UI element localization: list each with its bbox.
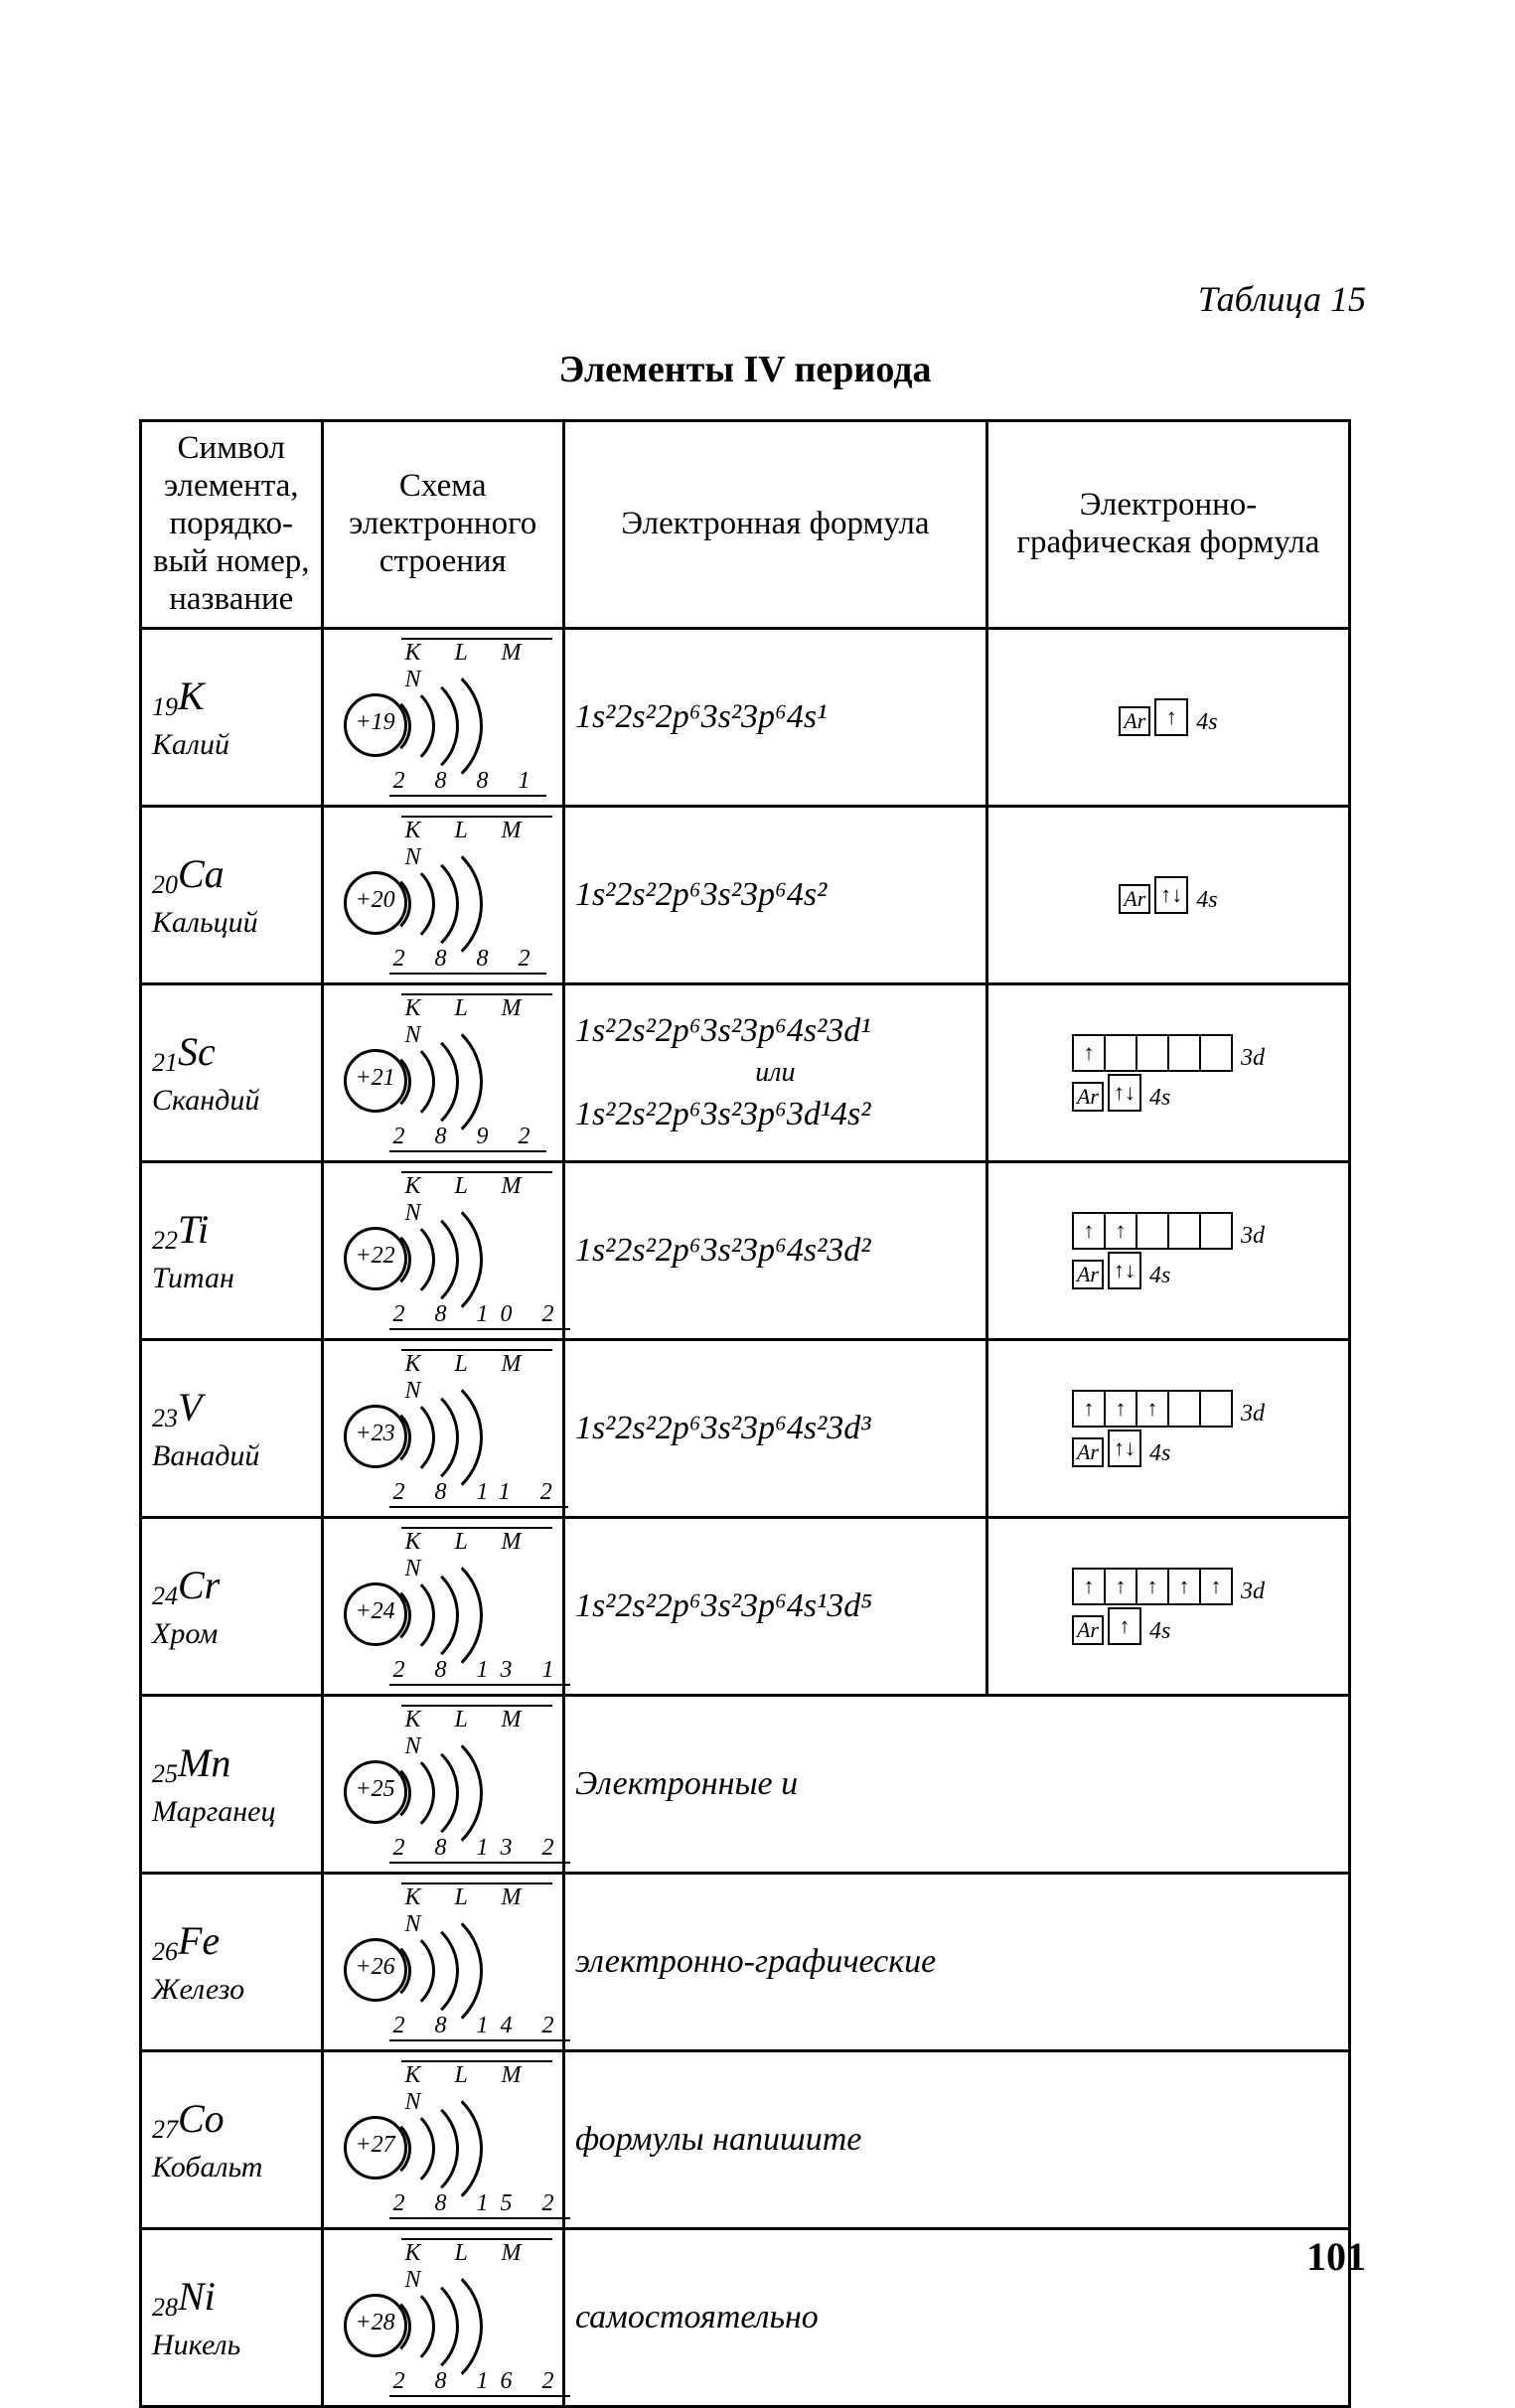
table-row: 19KКалий K L M N +19 2 8 8 1 1s²2s²2p⁶3s…: [141, 628, 1350, 806]
element-cell: 22TiТитан: [141, 1161, 323, 1339]
instruction-cell: Электронные и: [563, 1695, 1349, 1873]
electron-formula-cell: 1s²2s²2p⁶3s²3p⁶4s²3d³: [563, 1339, 986, 1517]
page-body: Элементы IV периода Символ элемен­та, по…: [139, 258, 1351, 2408]
shell-scheme-cell: K L M N +27 2 8 15 2: [322, 2050, 563, 2228]
element-cell: 28NiНикель: [141, 2228, 323, 2406]
shell-scheme-cell: K L M N +26 2 8 14 2: [322, 1873, 563, 2050]
table-row: 23VВанадий K L M N +23 2 8 11 2 1s²2s²2p…: [141, 1339, 1350, 1517]
th-graphic: Электронно-графическая формула: [986, 421, 1349, 629]
shell-scheme-cell: K L M N +25 2 8 13 2: [322, 1695, 563, 1873]
table-row: 25MnМарганец K L M N +25 2 8 13 2 Электр…: [141, 1695, 1350, 1873]
element-cell: 20CaКальций: [141, 806, 323, 983]
elements-table: Символ элемен­та, по­рядко­вый номер, на…: [139, 419, 1351, 2408]
shell-scheme-cell: K L M N +20 2 8 8 2: [322, 806, 563, 983]
table-row: 22TiТитан K L M N +22 2 8 10 2 1s²2s²2p⁶…: [141, 1161, 1350, 1339]
shell-scheme-cell: K L M N +23 2 8 11 2: [322, 1339, 563, 1517]
page-number: 101: [1306, 2233, 1366, 2280]
electron-formula-cell: 1s²2s²2p⁶3s²3p⁶4s²3d¹или1s²2s²2p⁶3s²3p⁶3…: [563, 983, 986, 1161]
element-cell: 19KКалий: [141, 628, 323, 806]
shell-scheme-cell: K L M N +28 2 8 16 2: [322, 2228, 563, 2406]
element-cell: 23VВанадий: [141, 1339, 323, 1517]
instruction-cell: электронно-графические: [563, 1873, 1349, 2050]
element-cell: 26FeЖелезо: [141, 1873, 323, 2050]
electron-formula-cell: 1s²2s²2p⁶3s²3p⁶4s¹3d⁵: [563, 1517, 986, 1695]
element-cell: 27CoКобальт: [141, 2050, 323, 2228]
element-cell: 21ScСкандий: [141, 983, 323, 1161]
table-row: 28NiНикель K L M N +28 2 8 16 2 самостоя…: [141, 2228, 1350, 2406]
table-row: 24CrХром K L M N +24 2 8 13 1 1s²2s²2p⁶3…: [141, 1517, 1350, 1695]
table-row: 21ScСкандий K L M N +21 2 8 9 2 1s²2s²2p…: [141, 983, 1350, 1161]
table-row: 27CoКобальт K L M N +27 2 8 15 2 формулы…: [141, 2050, 1350, 2228]
shell-scheme-cell: K L M N +19 2 8 8 1: [322, 628, 563, 806]
orbital-diagram-cell: ↑↑↑↑↑3dAr↑4s: [986, 1517, 1349, 1695]
page-title: Элементы IV периода: [139, 348, 1351, 391]
table-row: 26FeЖелезо K L M N +26 2 8 14 2 электрон…: [141, 1873, 1350, 2050]
instruction-cell: самостоятельно: [563, 2228, 1349, 2406]
table-header-row: Символ элемен­та, по­рядко­вый номер, на…: [141, 421, 1350, 629]
orbital-diagram-cell: ↑↑ 3dAr↑↓4s: [986, 1161, 1349, 1339]
orbital-diagram-cell: ↑ 3dAr↑↓4s: [986, 983, 1349, 1161]
electron-formula-cell: 1s²2s²2p⁶3s²3p⁶4s²3d²: [563, 1161, 986, 1339]
electron-formula-cell: 1s²2s²2p⁶3s²3p⁶4s¹: [563, 628, 986, 806]
th-symbol: Символ элемен­та, по­рядко­вый номер, на…: [141, 421, 323, 629]
shell-scheme-cell: K L M N +22 2 8 10 2: [322, 1161, 563, 1339]
instruction-cell: формулы напишите: [563, 2050, 1349, 2228]
table-row: 20CaКальций K L M N +20 2 8 8 2 1s²2s²2p…: [141, 806, 1350, 983]
element-cell: 24CrХром: [141, 1517, 323, 1695]
orbital-diagram-cell: ↑↑↑ 3dAr↑↓4s: [986, 1339, 1349, 1517]
orbital-diagram-cell: Ar↑4s: [986, 628, 1349, 806]
shell-scheme-cell: K L M N +21 2 8 9 2: [322, 983, 563, 1161]
th-formula: Электронная формула: [563, 421, 986, 629]
th-scheme: Схема электронного строения: [322, 421, 563, 629]
orbital-diagram-cell: Ar↑↓4s: [986, 806, 1349, 983]
shell-scheme-cell: K L M N +24 2 8 13 1: [322, 1517, 563, 1695]
electron-formula-cell: 1s²2s²2p⁶3s²3p⁶4s²: [563, 806, 986, 983]
element-cell: 25MnМарганец: [141, 1695, 323, 1873]
